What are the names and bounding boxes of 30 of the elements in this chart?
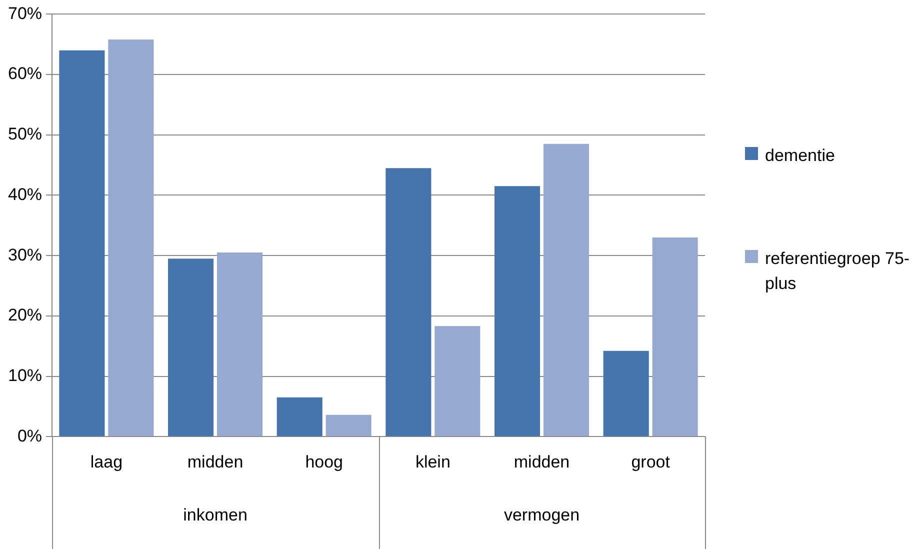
bar <box>386 168 432 436</box>
y-tick-label: 40% <box>8 184 42 204</box>
text: inkomen <box>183 506 248 525</box>
x-tick-label: groot <box>631 452 670 472</box>
bar <box>326 414 372 436</box>
bar <box>652 237 698 436</box>
text: vermogen <box>504 506 580 525</box>
x-tick-label: hoog <box>305 452 344 472</box>
y-tick-label: 10% <box>8 366 42 385</box>
bar <box>168 258 214 436</box>
y-tick-label: 20% <box>8 306 42 325</box>
bar <box>59 50 105 436</box>
x-tick-label: laag <box>90 452 123 472</box>
bar <box>543 144 590 436</box>
bar <box>434 326 480 436</box>
x-tick-label: klein <box>415 452 450 472</box>
y-tick-label: 30% <box>8 245 42 264</box>
y-tick-label: 60% <box>8 64 42 84</box>
y-tick-label: 0% <box>17 426 42 446</box>
x-tick-label: midden <box>514 452 570 472</box>
legend-label: referentiegroep 75-plus <box>765 248 911 295</box>
legend-label: dementie <box>765 145 836 167</box>
bar <box>603 350 649 436</box>
bar <box>216 252 263 436</box>
x-tick-label: midden <box>187 452 244 472</box>
bar <box>108 40 154 436</box>
bar <box>494 186 540 436</box>
y-tick-label: 70% <box>8 4 42 23</box>
bar <box>276 397 322 436</box>
y-tick-label: 50% <box>8 124 42 144</box>
